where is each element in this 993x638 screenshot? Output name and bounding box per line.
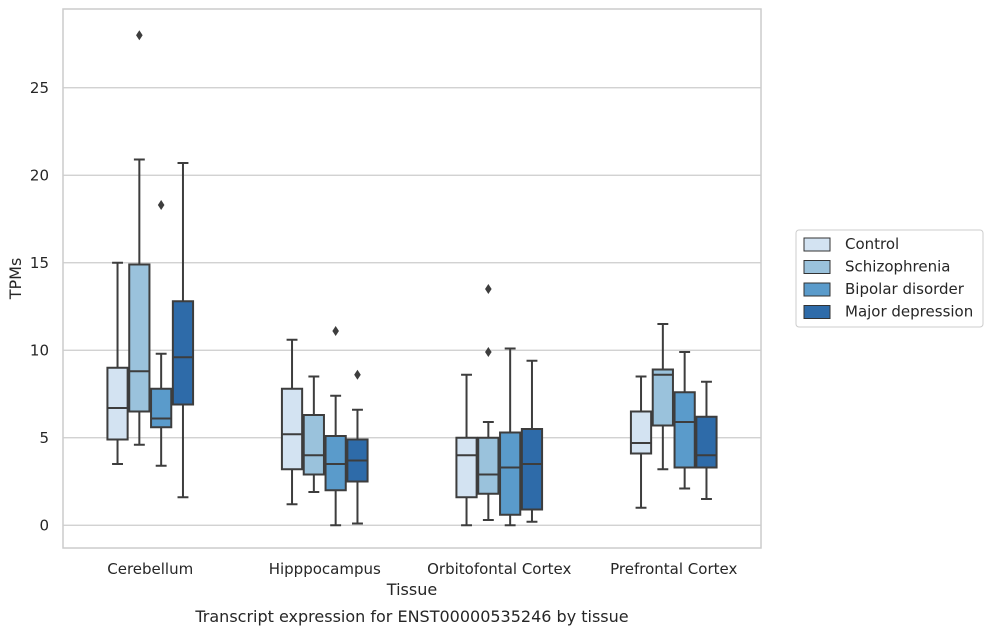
box-schizophrenia-cerebellum bbox=[128, 30, 151, 446]
legend-label: Schizophrenia bbox=[845, 258, 950, 276]
box-iqr bbox=[673, 391, 696, 469]
x-tick-labels: Cerebellum Hipppocampus Orbitofontal Corte… bbox=[107, 560, 737, 578]
box-major-depression-orbitofontal-cortex bbox=[520, 359, 544, 523]
plot-frame bbox=[62, 8, 762, 549]
legend: Control Schizophrenia Bipolar disorder Majo… bbox=[795, 229, 984, 328]
grid-layer bbox=[63, 87, 761, 526]
outlier-point bbox=[136, 30, 143, 41]
box-iqr bbox=[171, 300, 195, 406]
box-control-orbitofontal-cortex bbox=[455, 373, 478, 527]
box-bipolar-disorder-hipppocampus bbox=[324, 326, 347, 527]
legend-label: Control bbox=[845, 235, 899, 253]
legend-swatch bbox=[803, 260, 831, 274]
box-schizophrenia-hipppocampus bbox=[302, 375, 325, 493]
y-tick-label: 0 bbox=[39, 516, 49, 534]
legend-frame bbox=[795, 229, 984, 328]
box-iqr bbox=[150, 387, 173, 429]
box-control-cerebellum bbox=[106, 261, 129, 465]
x-tick-label: Prefrontal Cortex bbox=[610, 560, 737, 578]
box-iqr bbox=[651, 368, 674, 427]
box-layer bbox=[106, 30, 718, 527]
x-tick-label: Cerebellum bbox=[107, 560, 193, 578]
outlier-point bbox=[485, 284, 492, 294]
outlier-point bbox=[354, 369, 361, 380]
x-tick-label: Hipppocampus bbox=[269, 560, 381, 578]
box-iqr bbox=[106, 366, 129, 441]
legend-swatch bbox=[803, 237, 831, 252]
legend-label: Major depression bbox=[845, 303, 973, 321]
box-schizophrenia-prefrontal-cortex bbox=[651, 323, 674, 471]
box-major-depression-prefrontal-cortex bbox=[695, 380, 718, 500]
box-bipolar-disorder-prefrontal-cortex bbox=[673, 351, 696, 490]
box-iqr bbox=[477, 436, 500, 495]
box-iqr bbox=[499, 431, 522, 516]
figure-caption: Transcript expression for ENST0000053524… bbox=[194, 607, 628, 626]
legend-swatch bbox=[803, 305, 831, 319]
y-tick-label: 20 bbox=[30, 166, 49, 184]
x-tick-label: Orbitofontal Cortex bbox=[427, 560, 571, 578]
box-iqr bbox=[695, 415, 718, 469]
box-iqr bbox=[280, 387, 304, 471]
box-control-hipppocampus bbox=[280, 338, 304, 506]
box-iqr bbox=[455, 436, 478, 499]
legend-swatch bbox=[803, 282, 831, 297]
box-bipolar-disorder-orbitofontal-cortex bbox=[499, 347, 522, 527]
y-tick-label: 5 bbox=[39, 429, 49, 447]
box-major-depression-hipppocampus bbox=[346, 369, 369, 525]
box-iqr bbox=[629, 410, 653, 455]
box-iqr bbox=[128, 263, 151, 413]
box-major-depression-cerebellum bbox=[171, 162, 195, 499]
y-axis-title: TPMs bbox=[6, 258, 25, 301]
y-tick-label: 15 bbox=[30, 254, 49, 272]
y-tick-label: 10 bbox=[30, 341, 49, 359]
legend-label: Bipolar disorder bbox=[845, 280, 965, 298]
x-axis-title: Tissue bbox=[386, 580, 437, 599]
outlier-point bbox=[157, 200, 165, 210]
box-schizophrenia-orbitofontal-cortex bbox=[477, 284, 500, 521]
outlier-point bbox=[332, 326, 339, 336]
box-iqr bbox=[520, 428, 544, 511]
outlier-point bbox=[485, 347, 492, 357]
box-control-prefrontal-cortex bbox=[629, 375, 653, 509]
y-tick-labels: 0 5 10 15 20 25 bbox=[30, 79, 49, 535]
box-bipolar-disorder-cerebellum bbox=[150, 200, 173, 467]
box-iqr bbox=[302, 414, 325, 476]
y-tick-label: 25 bbox=[30, 79, 49, 97]
